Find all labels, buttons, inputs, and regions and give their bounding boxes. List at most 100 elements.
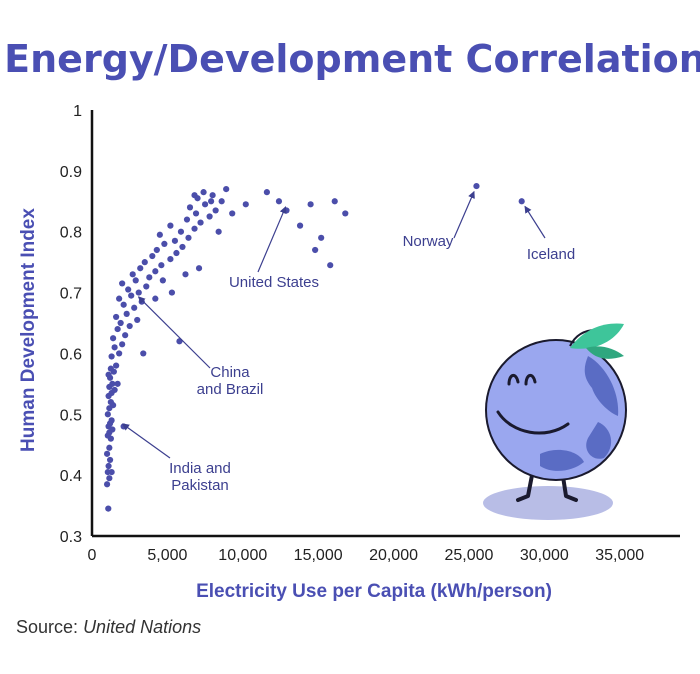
mascot-right-eye	[524, 374, 537, 386]
data-point	[185, 234, 192, 241]
data-point	[209, 192, 216, 199]
data-point	[179, 243, 186, 251]
annotation-arrow	[121, 423, 171, 459]
y-tick-label: 0.5	[60, 407, 82, 424]
data-point	[106, 444, 113, 451]
data-point	[116, 295, 123, 302]
chart-title: Energy/Development Correlation	[4, 37, 700, 81]
data-point	[107, 365, 114, 372]
data-point	[197, 219, 204, 226]
annotation-label: Iceland	[527, 246, 575, 263]
data-point	[152, 268, 159, 275]
data-point	[105, 371, 112, 378]
data-point	[473, 182, 480, 190]
y-tick-label: 0.9	[60, 164, 82, 181]
data-point	[242, 201, 249, 208]
data-point	[296, 222, 304, 229]
annotation-label: Norway	[403, 233, 454, 250]
data-point	[119, 280, 126, 287]
data-point	[206, 213, 213, 220]
x-tick-labels: 0 5,000 10,000 15,000 20,000 25,000 30,000 35,0…	[88, 547, 645, 564]
y-tick-label: 0.6	[60, 346, 82, 363]
data-point	[327, 262, 334, 269]
data-point	[318, 234, 325, 241]
source-value: United Nations	[83, 617, 202, 637]
data-point	[111, 344, 118, 351]
data-point	[229, 210, 236, 217]
data-point	[263, 189, 270, 196]
annotation-arrow	[524, 205, 546, 239]
data-point	[123, 310, 130, 317]
data-point	[116, 350, 123, 357]
annotation-label: and Brazil	[197, 381, 264, 398]
data-point	[113, 313, 120, 321]
data-point	[312, 246, 319, 254]
annotation-arrow	[137, 296, 211, 369]
data-point	[105, 505, 112, 512]
data-point	[122, 332, 129, 339]
data-point	[192, 210, 200, 217]
data-point	[106, 456, 114, 464]
mascot-continent-1	[584, 356, 619, 416]
data-point	[143, 283, 150, 290]
data-point	[212, 207, 219, 214]
data-point	[146, 274, 153, 281]
data-point	[215, 228, 222, 235]
data-point	[518, 198, 525, 205]
annotation-arrow	[453, 190, 475, 239]
data-point	[137, 265, 144, 272]
data-point	[111, 386, 118, 394]
data-point	[167, 256, 174, 263]
data-point	[153, 246, 160, 254]
data-point	[135, 289, 142, 296]
data-point	[140, 350, 147, 357]
data-point	[109, 380, 116, 387]
data-point	[171, 237, 179, 244]
annotation-label: India and	[169, 460, 231, 477]
data-point	[182, 271, 189, 278]
data-point	[128, 292, 135, 299]
data-point	[275, 198, 283, 205]
mascot-leaf-2	[586, 346, 624, 359]
data-point	[208, 198, 215, 205]
data-point	[191, 225, 198, 232]
data-point	[183, 216, 191, 223]
data-point	[117, 319, 124, 327]
annotation-label: United States	[229, 274, 319, 291]
mascot-leaf	[570, 323, 624, 349]
data-point	[141, 259, 148, 266]
data-point	[195, 265, 203, 272]
data-point	[159, 277, 166, 284]
mascot-left-leg	[516, 468, 535, 502]
data-point	[103, 450, 111, 457]
source-label: Source:	[16, 617, 79, 637]
data-point	[152, 295, 159, 302]
data-point	[177, 228, 185, 235]
annotation-label: Pakistan	[171, 477, 229, 494]
data-point	[186, 204, 194, 211]
data-point	[200, 189, 207, 196]
data-point	[167, 222, 174, 229]
mascot-shadow	[483, 486, 613, 520]
x-tick-label: 15,000	[294, 547, 343, 564]
y-tick-label: 1	[73, 103, 82, 120]
data-point	[307, 201, 314, 208]
data-point	[110, 335, 117, 342]
data-point	[114, 380, 121, 387]
x-tick-label: 35,000	[595, 547, 644, 564]
data-point	[125, 286, 132, 293]
data-point	[201, 201, 209, 208]
data-point	[107, 399, 114, 406]
axes	[90, 110, 680, 538]
data-point	[156, 231, 163, 238]
data-point	[113, 362, 120, 369]
data-point	[108, 417, 115, 424]
y-axis-label: Human Development Index	[18, 208, 39, 452]
data-point	[103, 481, 111, 488]
data-point	[105, 462, 112, 470]
mascot-continent-2	[586, 422, 612, 459]
data-point	[191, 192, 198, 199]
data-point	[114, 325, 121, 333]
